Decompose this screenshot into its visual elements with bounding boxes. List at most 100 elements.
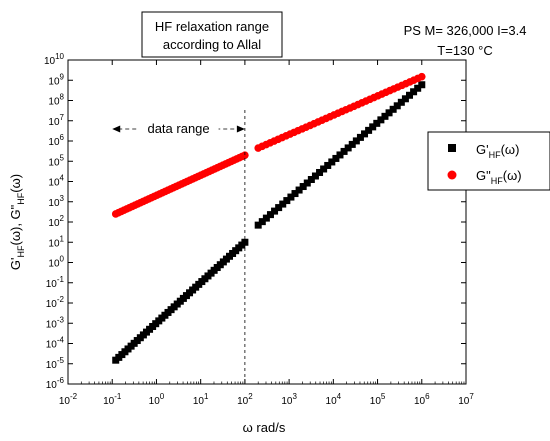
y-tick-label: 101	[48, 234, 64, 249]
series-0-point	[311, 172, 319, 180]
series-0-point	[389, 105, 397, 113]
series-0-point	[295, 186, 303, 194]
x-tick-label-exponent: -2	[70, 392, 78, 401]
x-tick-label-exponent: 1	[204, 392, 209, 401]
data-range-arrowhead-left	[112, 125, 121, 133]
x-tick-label-exponent: 7	[469, 392, 474, 401]
y-tick-label-exponent: 7	[60, 113, 65, 122]
x-tick-label-exponent: 5	[381, 392, 386, 401]
legend-label-gprime-main: G'	[476, 142, 489, 157]
series-0-point	[352, 137, 360, 145]
y-tick-label: 10-5	[46, 356, 65, 371]
series-0-point	[377, 116, 385, 124]
data-range-annotation: data range	[112, 110, 246, 384]
y-axis-label-part3: (ω)	[8, 174, 23, 193]
y-tick-label: 106	[48, 133, 64, 148]
series-0-point	[324, 161, 332, 169]
y-tick-label-base: 10	[48, 97, 60, 108]
series-0-point	[373, 119, 381, 127]
y-tick-label-base: 10	[48, 117, 60, 128]
y-tick-label-exponent: 6	[60, 133, 65, 142]
series-0-point	[344, 144, 352, 152]
sample-info-line-2: T=130 °C	[437, 43, 492, 58]
y-tick-label: 10-1	[46, 275, 65, 290]
series-0-point	[332, 154, 340, 162]
title-box-line-2: according to Allal	[163, 37, 261, 52]
y-tick-label-base: 10	[46, 279, 58, 290]
series-0-point	[328, 158, 336, 166]
series-1-point	[417, 72, 426, 81]
legend-label-gprime-tail: (ω)	[501, 142, 520, 157]
sample-info-line-1: PS M= 326,000 I=3.4	[404, 23, 527, 38]
x-tick-label-exponent: -1	[114, 392, 122, 401]
series-0-point	[291, 190, 299, 198]
series-0-point	[406, 91, 414, 99]
y-tick-label: 103	[48, 194, 64, 209]
series-0-point	[299, 183, 307, 191]
series-0-point	[320, 165, 328, 173]
x-axis-label: ω rad/s	[243, 420, 286, 435]
x-tick-label-exponent: 0	[160, 392, 165, 401]
y-tick-label: 10-3	[46, 315, 65, 330]
series-0-point	[369, 123, 377, 131]
y-tick-label-exponent: 8	[60, 93, 65, 102]
data-range-label-background	[138, 119, 219, 137]
data-range-arrowhead-right	[236, 125, 245, 133]
x-tick-label: 107	[458, 392, 474, 407]
series-0-point	[414, 84, 422, 92]
series-0-point	[258, 218, 266, 226]
y-axis-label-part2: (ω), G"	[8, 204, 23, 245]
series-0-point	[385, 109, 393, 117]
x-tick-label-base: 10	[59, 396, 71, 407]
series-1-point	[241, 151, 249, 159]
y-tick-label-exponent: 2	[60, 214, 65, 223]
x-tick-label-base: 10	[414, 396, 426, 407]
x-tick-label-exponent: 2	[248, 392, 253, 401]
series-0-point	[336, 151, 344, 159]
y-tick-label-exponent: 5	[60, 153, 65, 162]
x-tick-label: 104	[326, 392, 342, 407]
y-tick-label-base: 10	[46, 299, 58, 310]
series-0-point	[393, 102, 401, 110]
title-box-frame	[141, 11, 283, 58]
y-tick-label-base: 10	[46, 360, 58, 371]
y-tick-label: 107	[48, 113, 64, 128]
y-tick-label: 10-6	[46, 376, 65, 391]
y-tick-label-exponent: 9	[60, 72, 65, 81]
series-0-point	[381, 112, 389, 120]
series-0-point	[279, 200, 287, 208]
y-tick-label-exponent: -6	[57, 376, 65, 385]
series-0-point	[397, 98, 405, 106]
x-tick-label: 102	[237, 392, 253, 407]
x-tick-label-base: 10	[370, 396, 382, 407]
y-tick-label-base: 10	[48, 157, 60, 168]
y-tick-label-base: 10	[48, 137, 60, 148]
legend-label-gprime: G'HF(ω)	[476, 142, 519, 160]
x-axis-label-omega: ω	[243, 420, 253, 435]
y-tick-label-base: 10	[48, 198, 60, 209]
y-tick-label-exponent: -3	[57, 315, 65, 324]
y-tick-label-exponent: -1	[57, 275, 65, 284]
x-tick-label-base: 10	[103, 396, 115, 407]
y-tick-label: 105	[48, 153, 64, 168]
x-tick-label-base: 10	[193, 396, 205, 407]
y-tick-label-exponent: -2	[57, 295, 65, 304]
y-tick-label-base: 10	[46, 380, 58, 391]
y-tick-label-base: 10	[46, 340, 58, 351]
y-tick-label: 10-2	[46, 295, 65, 310]
y-tick-label-base: 10	[48, 178, 60, 189]
series-0-point	[262, 214, 270, 222]
legend-label-gdoubleprime-main: G"	[476, 168, 491, 183]
y-tick-label: 104	[48, 174, 64, 189]
series-0-point	[361, 130, 369, 138]
y-tick-label-exponent: 1	[60, 234, 65, 243]
x-tick-label: 10-2	[59, 392, 78, 407]
legend-marker-gprime	[448, 144, 456, 152]
legend-label-gdoubleprime-sub: HF	[491, 176, 503, 186]
y-tick-label-exponent: -4	[57, 336, 65, 345]
series-0-point	[266, 211, 274, 219]
legend-frame	[427, 131, 550, 191]
x-tick-label: 10-1	[103, 392, 122, 407]
series-0-point	[410, 88, 418, 96]
